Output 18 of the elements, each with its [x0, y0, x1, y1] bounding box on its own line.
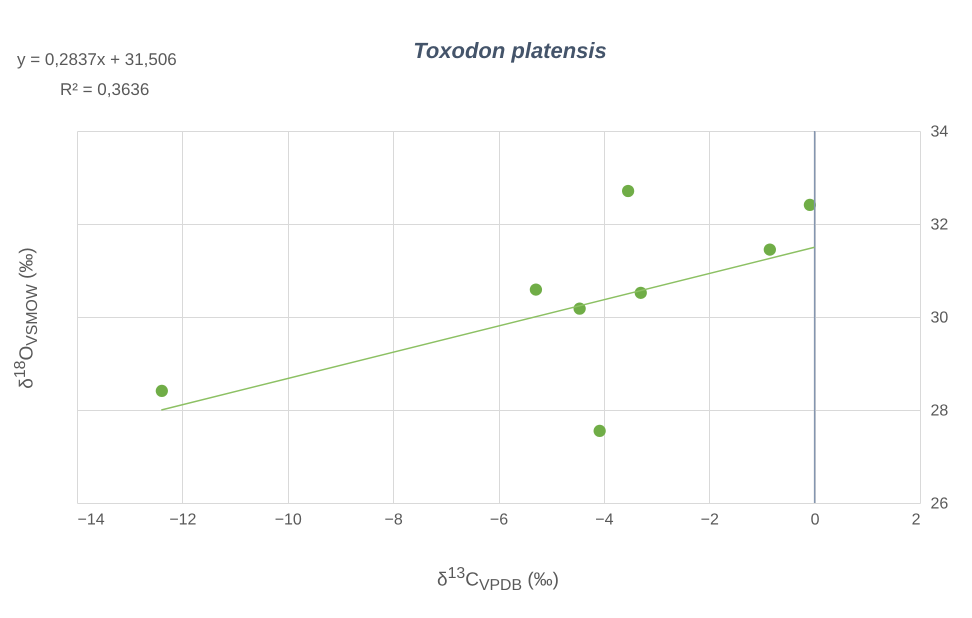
y-tick-label: 34 [930, 124, 948, 140]
y-tick-label: 30 [930, 310, 948, 326]
y-tick-label: 26 [930, 496, 948, 512]
x-tick-label: −6 [490, 512, 508, 528]
x-axis-title: δ$^{13}$C$_{VPDB}$ (‰) [436, 565, 560, 596]
y-tick-label: 32 [930, 216, 948, 234]
y-tick-label: 28 [930, 402, 948, 420]
x-tick-label: −14 [78, 512, 105, 528]
text: y = 0,2837x + 31,506 [17, 50, 177, 70]
x-tick-label: −12 [169, 512, 197, 528]
x-tick-label: −2 [700, 512, 719, 528]
x-tick-label: 2 [912, 512, 921, 528]
x-tick-label: −10 [274, 512, 302, 528]
chart-title: Toxodon platensis [413, 38, 607, 63]
x-tick-label: 0 [810, 512, 820, 528]
x-tick-label: −8 [384, 512, 403, 528]
text: R² = 0,3636 [60, 80, 150, 100]
x-tick-label: −4 [595, 512, 614, 528]
